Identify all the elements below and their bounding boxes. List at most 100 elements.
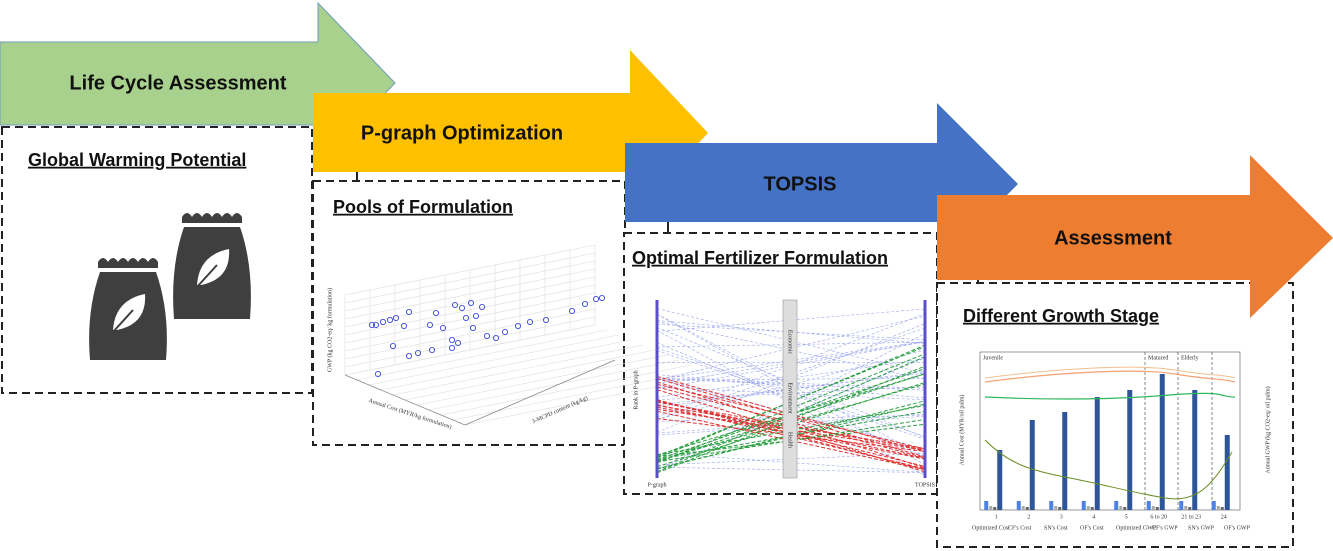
stage-arrow: [625, 103, 1018, 265]
panel-title: Different Growth Stage: [963, 306, 1159, 326]
bar: [1211, 501, 1216, 510]
scatter-point: [439, 324, 446, 331]
bar: [1049, 501, 1054, 510]
bar: [989, 506, 993, 510]
scatter-point: [451, 301, 458, 308]
scatter-point: [492, 334, 499, 341]
bar: [1114, 501, 1119, 510]
scatter-point: [469, 324, 476, 331]
grid-line: [440, 364, 692, 416]
bar: [1127, 390, 1133, 510]
grid-line: [392, 344, 644, 396]
stage-label: Life Cycle Assessment: [69, 72, 286, 94]
legend-entry: Optimized Cost: [972, 525, 1010, 531]
scatter-point: [405, 352, 412, 359]
grid-line: [416, 354, 668, 406]
scatter-point: [454, 339, 461, 346]
bar: [1081, 501, 1086, 510]
scatter-point: [374, 370, 381, 377]
scatter-point: [392, 314, 399, 321]
grid-line: [344, 300, 596, 352]
criteria-bar: [782, 299, 798, 479]
rank-line: [656, 405, 926, 456]
rank-line: [656, 349, 926, 420]
grid-line: [464, 374, 716, 426]
scatter-point: [389, 342, 396, 349]
stage-label: Matured: [1148, 355, 1168, 361]
legend-entry: CF's GWP: [1152, 525, 1178, 531]
x-tick-label: 3: [1060, 514, 1063, 520]
ranking-chart: Economic Environment Health Rank in P-graph…: [633, 299, 935, 488]
grid-line: [344, 316, 596, 368]
legend-entry: SN's GWP: [1188, 525, 1215, 531]
rank-line: [656, 327, 926, 438]
bar: [1058, 507, 1062, 510]
scatter-point: [501, 328, 508, 335]
bar: [1146, 501, 1151, 510]
bar: [1054, 506, 1058, 510]
rank-line: [656, 403, 926, 470]
scatter-point: [448, 344, 455, 351]
scatter-point: [428, 346, 435, 353]
rank-line: [656, 383, 926, 450]
scatter-point: [405, 308, 412, 315]
grid-line: [356, 329, 608, 381]
grid-line: [344, 292, 596, 344]
scatter-point: [400, 322, 407, 329]
scatter-point: [386, 316, 393, 323]
fertilizer-bag-icon: [89, 258, 167, 360]
bar: [1094, 397, 1100, 510]
bar: [1224, 435, 1230, 510]
axis-label: Annual GWP (kg CO2-eq/ oil palm): [1264, 386, 1271, 473]
grid-line: [380, 339, 632, 391]
panel-title: Pools of Formulation: [333, 197, 513, 217]
legend-entry: OF's Cost: [1080, 525, 1104, 531]
stage-label: TOPSIS: [764, 173, 837, 195]
x-tick-label: 2: [1027, 514, 1030, 520]
scatter-point: [472, 312, 479, 319]
criteria-label: Health: [787, 432, 793, 448]
axis-label: Annual Cost (MYR/oil palm): [958, 395, 965, 466]
stage-label: Juvenile: [983, 355, 1003, 361]
grid-line: [428, 359, 680, 411]
criteria-label: Environment: [787, 382, 793, 414]
bar: [1062, 412, 1068, 510]
stage-arrow: [313, 50, 708, 215]
scatter-point: [543, 316, 550, 323]
scatter-point: [478, 303, 485, 310]
line: [984, 439, 1233, 500]
bar: [1216, 506, 1220, 510]
bar: [1123, 507, 1127, 510]
x-tick-label: 6 to 20: [1150, 514, 1167, 520]
scatter-point: [483, 332, 490, 339]
grid-line: [344, 284, 596, 336]
bar: [1192, 390, 1198, 510]
growth-chart: Juvenile Matured Elderly 1 2 3 4 5 6 to 20 21 to …: [958, 351, 1271, 531]
legend-entry: CF's Cost: [1008, 525, 1032, 531]
scatter-point: [379, 318, 386, 325]
grid-line: [344, 324, 596, 376]
line: [984, 366, 1236, 379]
stage-arrow: [937, 155, 1333, 318]
axis: [344, 374, 466, 426]
scatter-point: [515, 322, 522, 329]
scatter-point: [448, 336, 455, 343]
rank-line: [656, 410, 926, 471]
grid-line: [452, 369, 704, 421]
bar: [1159, 374, 1165, 510]
axis-title: P-graph: [648, 482, 667, 488]
bar: [1090, 507, 1094, 510]
bar: [993, 507, 997, 510]
bar: [1220, 507, 1224, 510]
scatter-point: [527, 318, 534, 325]
rank-line: [656, 323, 926, 433]
scatter-point: [582, 300, 589, 307]
x-tick-label: 1: [995, 514, 998, 520]
bar: [1016, 501, 1021, 510]
x-tick-label: 5: [1125, 514, 1128, 520]
line: [984, 392, 1236, 400]
scatter-point: [368, 321, 375, 328]
axis-title: TOPSIS: [915, 482, 935, 488]
line: [984, 370, 1236, 383]
